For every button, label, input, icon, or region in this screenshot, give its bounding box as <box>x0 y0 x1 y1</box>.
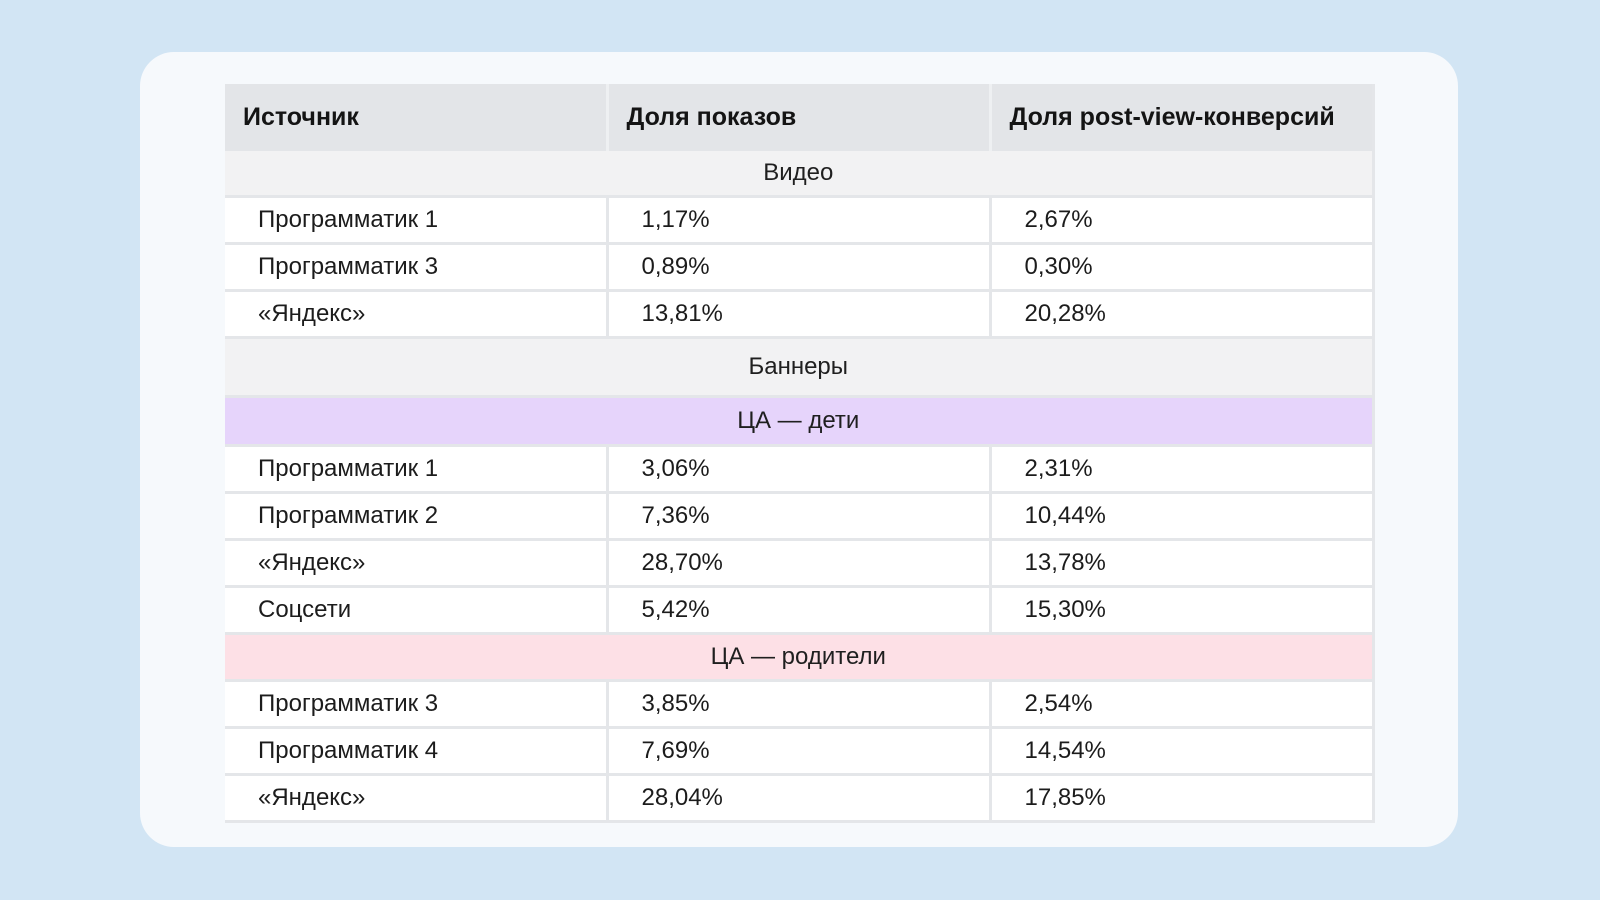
cell-source: «Яндекс» <box>225 774 607 823</box>
data-table: Источник Доля показов Доля post-view-кон… <box>225 84 1375 823</box>
cell-source: Соцсети <box>225 586 607 635</box>
header-impressions-share: Доля показов <box>605 84 990 151</box>
header-postview-share: Доля post-view-конверсий <box>988 84 1373 151</box>
header-source: Источник <box>225 84 607 151</box>
cell-conversions: 0,30% <box>988 243 1373 292</box>
section-label-video: Видео <box>225 151 1373 198</box>
section-row-kids: ЦА — дети <box>225 396 1373 447</box>
cell-conversions: 17,85% <box>988 774 1373 823</box>
cell-source: Программатик 3 <box>225 243 607 292</box>
cell-source: Программатик 2 <box>225 492 607 541</box>
table-row: «Яндекс» 28,70% 13,78% <box>225 539 1373 588</box>
cell-impressions: 3,06% <box>605 445 990 494</box>
table-row: «Яндекс» 13,81% 20,28% <box>225 290 1373 339</box>
cell-conversions: 15,30% <box>988 586 1373 635</box>
section-label-banners: Баннеры <box>225 337 1373 398</box>
table-row: Программатик 3 3,85% 2,54% <box>225 680 1373 729</box>
table-header-row: Источник Доля показов Доля post-view-кон… <box>225 84 1373 151</box>
table-row: «Яндекс» 28,04% 17,85% <box>225 774 1373 823</box>
cell-conversions: 13,78% <box>988 539 1373 588</box>
cell-conversions: 2,67% <box>988 196 1373 245</box>
cell-impressions: 5,42% <box>605 586 990 635</box>
cell-source: «Яндекс» <box>225 290 607 339</box>
cell-conversions: 2,54% <box>988 680 1373 729</box>
cell-source: Программатик 1 <box>225 196 607 245</box>
cell-impressions: 28,04% <box>605 774 990 823</box>
section-label-parents: ЦА — родители <box>225 633 1373 682</box>
cell-impressions: 7,69% <box>605 727 990 776</box>
cell-source: «Яндекс» <box>225 539 607 588</box>
cell-source: Программатик 4 <box>225 727 607 776</box>
table-row: Соцсети 5,42% 15,30% <box>225 586 1373 635</box>
cell-source: Программатик 3 <box>225 680 607 729</box>
cell-conversions: 14,54% <box>988 727 1373 776</box>
section-row-banners: Баннеры <box>225 337 1373 398</box>
cell-impressions: 1,17% <box>605 196 990 245</box>
table-row: Программатик 1 1,17% 2,67% <box>225 196 1373 245</box>
card: Источник Доля показов Доля post-view-кон… <box>140 52 1458 847</box>
cell-impressions: 3,85% <box>605 680 990 729</box>
table-row: Программатик 2 7,36% 10,44% <box>225 492 1373 541</box>
section-row-parents: ЦА — родители <box>225 633 1373 682</box>
cell-conversions: 2,31% <box>988 445 1373 494</box>
cell-impressions: 7,36% <box>605 492 990 541</box>
cell-impressions: 28,70% <box>605 539 990 588</box>
cell-conversions: 10,44% <box>988 492 1373 541</box>
table-row: Программатик 4 7,69% 14,54% <box>225 727 1373 776</box>
cell-conversions: 20,28% <box>988 290 1373 339</box>
cell-source: Программатик 1 <box>225 445 607 494</box>
table-row: Программатик 1 3,06% 2,31% <box>225 445 1373 494</box>
section-row-video: Видео <box>225 151 1373 198</box>
section-label-kids: ЦА — дети <box>225 396 1373 447</box>
cell-impressions: 0,89% <box>605 243 990 292</box>
cell-impressions: 13,81% <box>605 290 990 339</box>
table-row: Программатик 3 0,89% 0,30% <box>225 243 1373 292</box>
